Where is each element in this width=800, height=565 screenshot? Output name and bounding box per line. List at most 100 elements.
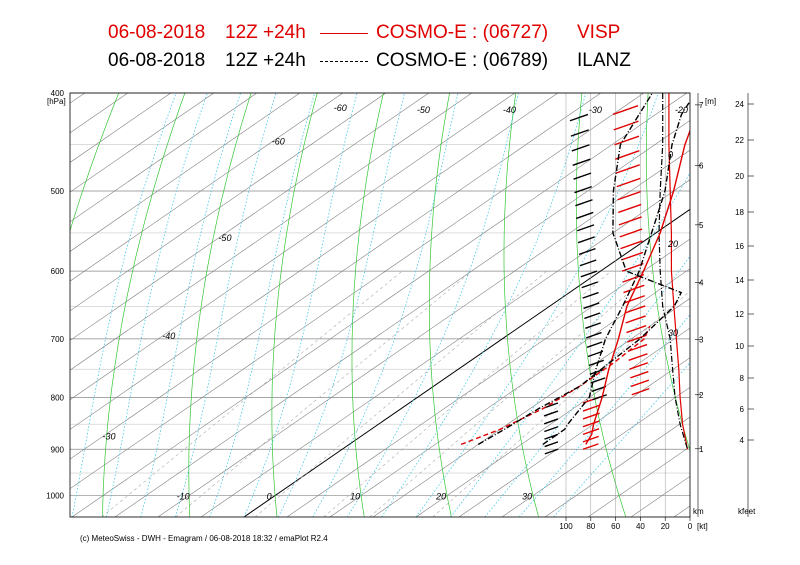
legend-line-dashdot <box>320 61 368 62</box>
kfeet-tick-label: 8 <box>740 374 745 383</box>
kfeet-tick-label: 20 <box>735 172 744 181</box>
height-tick-label: 2 <box>699 391 704 400</box>
isotherm-line <box>458 357 690 517</box>
isotherm-line <box>71 93 687 517</box>
isotherm-label: -40 <box>162 331 175 341</box>
wind-arrow-ilanz <box>544 448 559 455</box>
mixing-ratio-grid <box>101 270 690 517</box>
wind-arrow-visp <box>620 240 643 250</box>
dry-adiabat-line <box>503 93 539 517</box>
wind-arrow-visp <box>582 404 601 412</box>
moist-adiabat-line <box>174 93 277 517</box>
wind-arrow-visp <box>582 435 599 443</box>
height-tick-label: 5 <box>699 221 704 230</box>
pressure-tick-label: 1000 <box>46 492 64 501</box>
isotherm-line <box>114 120 690 517</box>
wind-arrow-ilanz <box>592 394 607 401</box>
wind-arrow-visp <box>628 353 648 361</box>
wind-arrow-ilanz <box>543 410 559 417</box>
wind-arrow-ilanz <box>543 402 559 409</box>
wind-arrow-ilanz <box>579 259 597 267</box>
moist-adiabat-line <box>381 93 587 517</box>
wind-arrow-ilanz <box>589 368 605 375</box>
height-tick-label: 3 <box>699 335 704 344</box>
mixing-ratio-line <box>101 270 403 517</box>
mixing-ratio-line <box>175 270 473 517</box>
pressure-tick-label: 500 <box>51 187 65 196</box>
profile-ilanz-dewpoint <box>477 93 683 446</box>
isotherm-label: -50 <box>218 233 231 243</box>
moist-adiabat-line <box>415 93 659 517</box>
wind-speed-unit-label: [kt] <box>697 522 708 531</box>
wind-arrow-ilanz <box>543 418 559 425</box>
wind-arrow-ilanz <box>576 211 594 220</box>
moist-adiabat-line <box>209 93 315 517</box>
mixing-ratio-line <box>254 270 547 517</box>
wind-arrow-ilanz <box>580 270 598 278</box>
moist-adiabat-line <box>106 93 208 517</box>
isotherm-line <box>587 446 690 517</box>
wind-arrow-ilanz <box>544 426 559 433</box>
dry-adiabat-line <box>575 93 627 517</box>
isotherm-line <box>70 93 558 430</box>
moist-adiabat-line <box>553 362 690 517</box>
wind-speed-tick-label: 40 <box>636 522 645 531</box>
wind-arrow-ilanz <box>585 322 601 329</box>
footer-credit: (c) MeteoSwiss - DWH - Emagram / 06-08-2… <box>80 534 328 543</box>
isotherm-label: -60 <box>272 137 285 147</box>
isotherm-line <box>70 93 257 223</box>
dry-adiabat-line <box>70 93 120 232</box>
pressure-tick-label: 900 <box>51 445 65 454</box>
header-run: 12Z +24h <box>225 22 306 43</box>
wind-speed-tick-label: 60 <box>611 522 620 531</box>
height-tick-label: 7 <box>699 101 704 110</box>
moist-adiabat-line <box>243 93 358 517</box>
isotherm-line <box>372 298 690 517</box>
wind-arrow-visp <box>625 315 646 324</box>
isotherm-line <box>544 416 690 517</box>
isotherm-line <box>630 475 690 517</box>
isotherm-label: -30 <box>103 431 116 441</box>
wind-arrow-ilanz <box>588 359 604 367</box>
isotherm-label: -40 <box>503 105 516 115</box>
wind-panel-label: 20 <box>667 239 678 249</box>
moist-adiabat-line <box>140 93 241 517</box>
wind-arrow-ilanz <box>576 224 595 232</box>
wind-panel-label: 0 <box>668 150 673 160</box>
isotherm-line <box>70 93 214 193</box>
mixing-ratio-line <box>369 270 655 517</box>
wind-speed-line-visp <box>668 93 689 450</box>
isotherm-label: 10 <box>350 492 360 502</box>
wind-arrow-visp <box>627 334 647 343</box>
isotherm-label: -30 <box>589 105 602 115</box>
isotherm-label: -10 <box>177 492 190 502</box>
dry-adiabat-line <box>188 93 252 517</box>
wind-arrow-ilanz <box>587 350 604 358</box>
wind-arrow-ilanz <box>585 331 602 339</box>
wind-speed-tick-label: 80 <box>586 522 595 531</box>
header-model: COSMO-E : (06727) <box>376 22 549 43</box>
wind-arrow-visp <box>630 379 650 388</box>
moist-adiabat-line <box>312 93 459 517</box>
wind-arrow-ilanz <box>570 129 589 137</box>
pressure-tick-label: 800 <box>51 394 65 403</box>
header-run: 12Z +24h <box>225 50 306 71</box>
wind-arrow-ilanz <box>569 113 589 122</box>
kfeet-axis-bottom-label: kfeet <box>738 507 756 516</box>
pressure-tick-label: 600 <box>51 267 65 276</box>
kfeet-tick-label: 22 <box>735 136 744 145</box>
isotherm-line <box>70 93 601 460</box>
header-station: ILANZ <box>577 50 631 71</box>
isotherm-label: -20 <box>675 105 688 115</box>
isotherm-line <box>70 93 515 401</box>
wind-arrow-ilanz <box>574 185 592 194</box>
isotherm-label: 0 <box>267 492 272 502</box>
wind-arrow-visp <box>615 164 641 174</box>
dry-adiabat-line <box>271 93 318 517</box>
wind-arrow-ilanz <box>572 158 591 166</box>
wind-arrow-ilanz <box>583 302 600 310</box>
height-axis-bottom-label: km <box>693 507 704 516</box>
pressure-unit-label: [hPa] <box>47 97 66 106</box>
wind-arrow-visp <box>615 150 640 160</box>
